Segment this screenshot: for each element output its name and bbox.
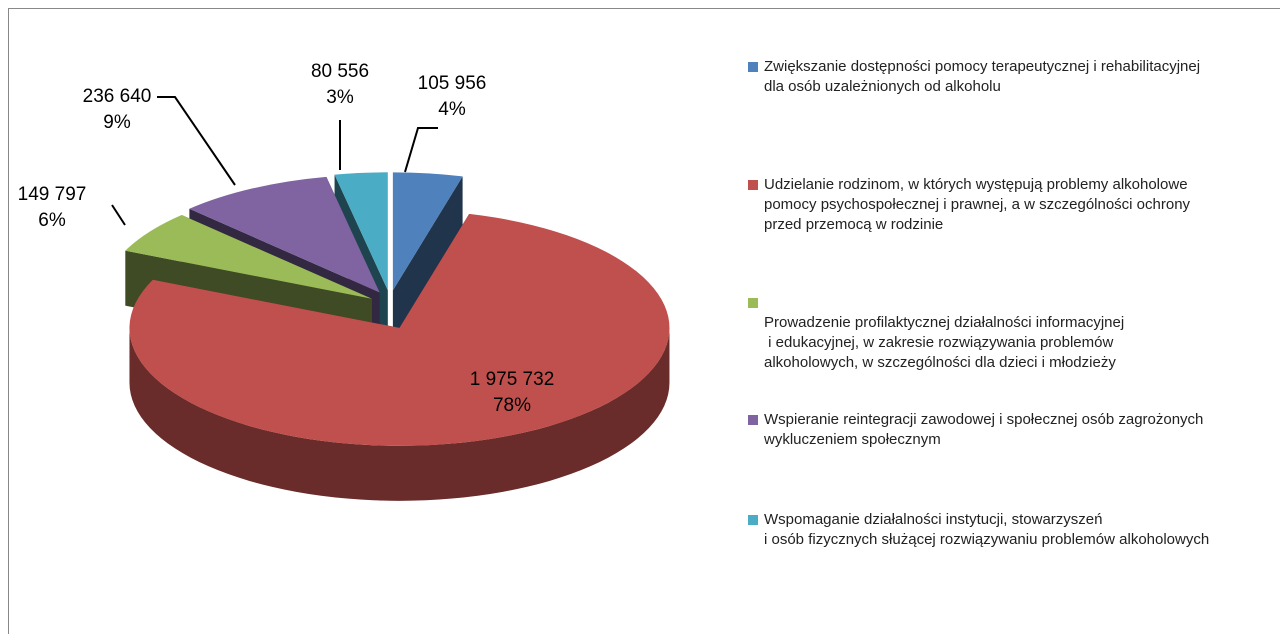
legend-label: Wspieranie reintegracji zawodowej i społ… [764, 411, 1204, 448]
slice [334, 172, 388, 291]
legend-label: Udzielanie rodzinom, w których występują… [764, 176, 1191, 233]
data-value-label: 1 975 732 [470, 369, 555, 390]
data-percent-label: 78% [493, 395, 531, 416]
leader-line [157, 96, 236, 186]
data-value-label: 236 640 [83, 86, 152, 107]
legend-label: Prowadzenie profilaktycznej działalności… [764, 314, 1125, 371]
slice [189, 176, 380, 293]
slice [392, 172, 463, 291]
legend-swatch [748, 298, 758, 308]
slice-side [129, 327, 670, 501]
data-value-label: 80 556 [311, 61, 369, 82]
slice [125, 215, 372, 299]
legend-label: Wspomaganie działalności instytucji, sto… [764, 511, 1210, 548]
chart-frame [8, 8, 1280, 634]
legend-swatch [748, 515, 758, 525]
data-percent-label: 4% [438, 99, 466, 120]
leader-line [404, 127, 438, 173]
legend-swatch [748, 62, 758, 72]
data-percent-label: 9% [103, 112, 131, 133]
slice [129, 213, 670, 446]
slice-wall [392, 176, 463, 346]
legend-label: Zwiększanie dostępności pomocy terapeuty… [764, 58, 1201, 95]
leader-line [111, 204, 126, 226]
data-value-label: 149 797 [18, 184, 87, 205]
legend-swatch [748, 180, 758, 190]
data-percent-label: 6% [38, 210, 66, 231]
data-percent-label: 3% [326, 87, 354, 108]
data-value-label: 105 956 [418, 73, 487, 94]
legend-swatch [748, 415, 758, 425]
